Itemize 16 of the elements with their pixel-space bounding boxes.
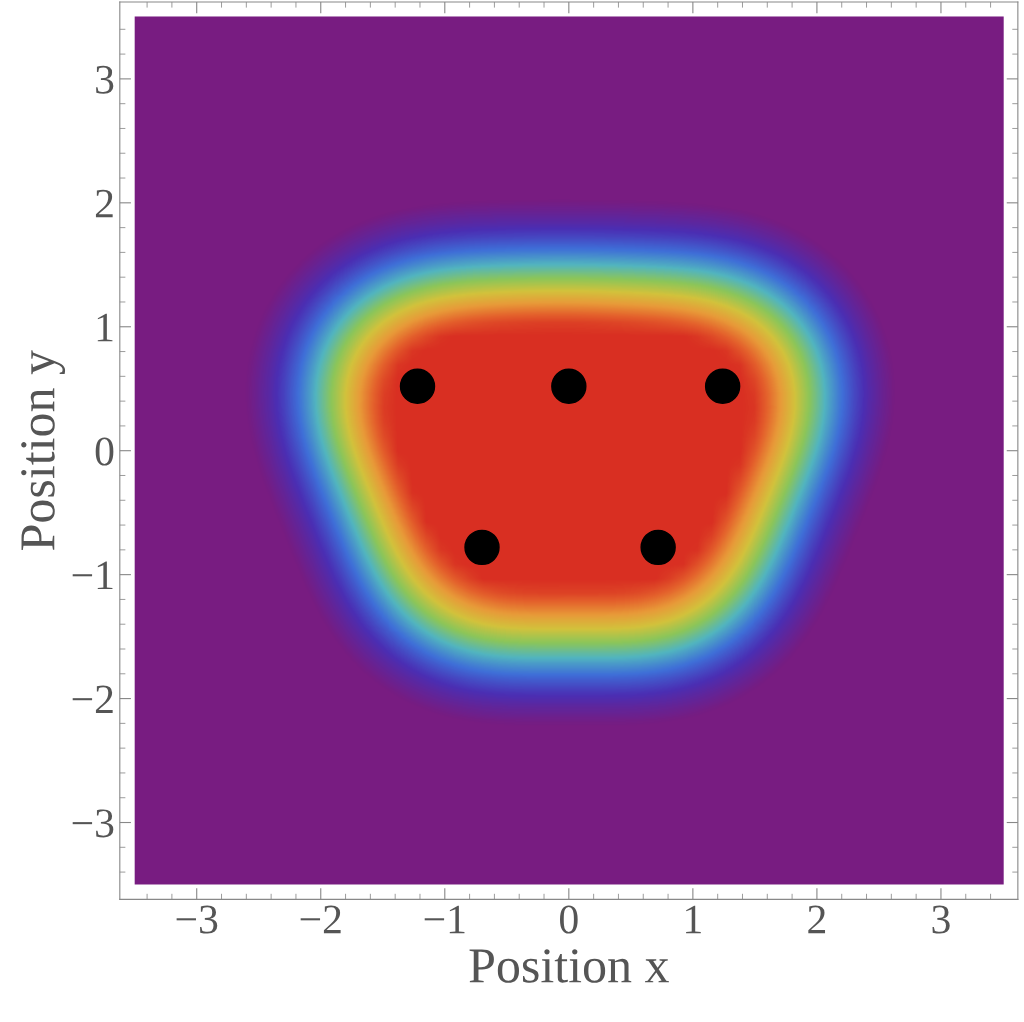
x-tick-label: −2: [300, 905, 341, 934]
y-tick-label: −2: [72, 685, 113, 714]
y-tick-label: −3: [72, 809, 114, 838]
y-tick-label: 3: [96, 65, 114, 94]
y-tick-label: −1: [72, 561, 113, 590]
x-axis-title: Position x: [469, 949, 669, 983]
y-tick-label: 1: [97, 313, 113, 342]
y-tick-label: 2: [95, 189, 113, 218]
x-tick-label: −3: [176, 905, 218, 934]
y-axis-title: Position y: [21, 350, 66, 550]
x-tick-label: 3: [932, 905, 950, 934]
x-tick-label: 0: [560, 905, 578, 934]
x-tick-label: 2: [808, 905, 826, 934]
x-tick-label: 1: [686, 905, 701, 934]
y-tick-label: 0: [95, 437, 114, 466]
x-tick-label: −1: [424, 905, 465, 934]
